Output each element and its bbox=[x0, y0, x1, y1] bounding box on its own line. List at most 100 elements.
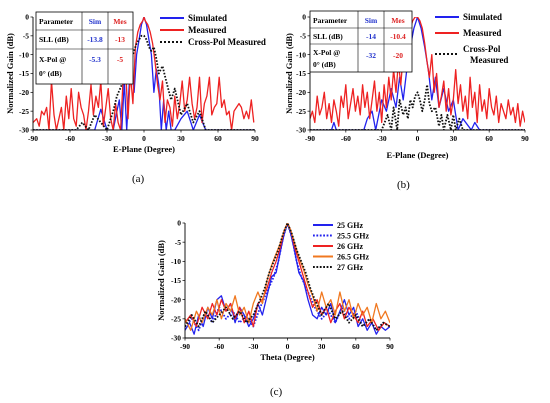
chart-b-legend: Simulated Measured Cross-Pol Measured bbox=[435, 12, 508, 65]
chart-b-table-row-xpol-label-line2: 0° (dB) bbox=[313, 60, 336, 69]
chart-c: -90 -60 -30 0 30 60 900-5-10-15-20-25-30Theta … bbox=[156, 219, 394, 398]
chart-a-y-axis-title: Normalized Gain (dB) bbox=[5, 33, 15, 114]
chart-c-x-tick-label: 60 bbox=[352, 342, 360, 351]
chart-b-x-tick-label: 0 bbox=[416, 134, 420, 143]
chart-a-y-tick-label: -10 bbox=[19, 50, 29, 59]
chart-a-x-tick-label: 90 bbox=[251, 134, 259, 143]
chart-b-x-tick-label: -60 bbox=[341, 134, 351, 143]
chart-c-y-tick-label: -10 bbox=[171, 257, 181, 266]
chart-a-y-tick-label: -5 bbox=[23, 31, 29, 40]
chart-b-series-measured bbox=[310, 17, 525, 127]
chart-a-legend-label-measured: Measured bbox=[188, 25, 226, 35]
chart-b-legend-label-crosspol: Cross-Pol Measured bbox=[463, 44, 508, 65]
chart-a-table-row-sll-mes: -13 bbox=[115, 35, 125, 44]
chart-a-x-tick-label: -90 bbox=[28, 134, 38, 143]
chart-b-table-header-mes: Mes bbox=[391, 16, 404, 25]
chart-c-x-axis-title: Theta (Degree) bbox=[260, 352, 315, 362]
chart-a-y-tick-label: -30 bbox=[19, 126, 29, 135]
chart-c-legend-label-26-ghz: 26 GHz bbox=[337, 242, 363, 251]
chart-b-y-tick-label: -5 bbox=[300, 31, 306, 40]
chart-a-table-frame bbox=[35, 11, 134, 85]
chart-a-table-row-xpol-mes: -5 bbox=[117, 55, 123, 64]
chart-b-x-axis-title: E-Plane (Degree) bbox=[387, 150, 449, 160]
chart-c-x-tick-label: -30 bbox=[248, 342, 258, 351]
chart-b-table-row-xpol-mes: -20 bbox=[393, 51, 403, 60]
chart-a-panel-label: (a) bbox=[132, 173, 145, 185]
chart-c-panel-label: (c) bbox=[270, 386, 283, 398]
chart-b-y-axis-title: Normalized Gain (dB) bbox=[284, 33, 294, 114]
chart-b-panel-label: (b) bbox=[397, 179, 410, 191]
chart-b-x-tick-label: 90 bbox=[521, 134, 529, 143]
chart-b-table-row-xpol-label: X-Pol @ bbox=[313, 48, 340, 57]
chart-a-legend-label-crosspol: Cross-Pol Measured bbox=[188, 37, 266, 47]
chart-a-table: Parameter Sim Mes SLL (dB) -13.8 -13 X-P… bbox=[35, 11, 134, 85]
chart-a-series bbox=[33, 17, 255, 130]
chart-b-y-tick-label: -30 bbox=[296, 126, 306, 135]
chart-c-y-tick-label: -25 bbox=[171, 314, 181, 323]
chart-b-table-frame bbox=[309, 10, 413, 73]
chart-a-table-header-parameter: Parameter bbox=[39, 17, 74, 26]
chart-b-legend-label-measured: Measured bbox=[463, 28, 501, 38]
chart-c-y-tick-label: -30 bbox=[171, 334, 181, 343]
chart-b-y-tick-label: -25 bbox=[296, 107, 306, 116]
chart-b-y-tick-label: -15 bbox=[296, 69, 306, 78]
chart-a-x-axis-title: E-Plane (Degree) bbox=[113, 144, 175, 154]
chart-c-x-tick-label: -90 bbox=[180, 342, 190, 351]
chart-a-x-tick-label: -60 bbox=[65, 134, 75, 143]
chart-a-series-cross-pol-measured bbox=[33, 34, 255, 130]
chart-b-legend-label-crosspol-line2: Measured bbox=[470, 55, 508, 65]
chart-a-table-header-mes: Mes bbox=[113, 17, 126, 26]
chart-b: -90 -60 -30 0 30 60 900-5-10-15-20-25-30E-Plan… bbox=[284, 10, 529, 191]
chart-b-series-cross-pol-measured bbox=[310, 83, 525, 130]
chart-a-table-row-xpol-sim: -5.3 bbox=[89, 55, 101, 64]
chart-a-series-measured bbox=[33, 17, 255, 130]
chart-c-legend-label-26-5-ghz: 26.5 GHz bbox=[337, 253, 369, 262]
chart-c-x-tick-label: 30 bbox=[318, 342, 326, 351]
chart-a-legend: Simulated Measured Cross-Pol Measured bbox=[160, 13, 266, 47]
chart-c-legend-label-25-ghz: 25 GHz bbox=[337, 221, 363, 230]
chart-b-x-tick-label: 60 bbox=[485, 134, 493, 143]
chart-c-series bbox=[185, 223, 390, 335]
chart-b-legend-label-crosspol-line1: Cross-Pol bbox=[463, 44, 501, 54]
chart-b-series bbox=[310, 17, 525, 130]
chart-a-x-tick-label: 60 bbox=[214, 134, 222, 143]
chart-b-table-header-parameter: Parameter bbox=[313, 16, 348, 25]
chart-a-y-tick-label: -25 bbox=[19, 107, 29, 116]
chart-a-plot-area: -90 -60 -30 0 30 60 900-5-10-15-20-25-30E-Plan… bbox=[5, 13, 259, 154]
chart-a: -90 -60 -30 0 30 60 900-5-10-15-20-25-30E-Plan… bbox=[5, 11, 266, 185]
chart-c-y-tick-label: -15 bbox=[171, 276, 181, 285]
chart-b-x-tick-label: -90 bbox=[305, 134, 315, 143]
chart-a-x-tick-label: -30 bbox=[102, 134, 112, 143]
chart-a-table-header-sim: Sim bbox=[89, 17, 102, 26]
chart-b-x-tick-label: 30 bbox=[450, 134, 458, 143]
chart-a-table-row-xpol-label: X-Pol @ bbox=[39, 55, 66, 64]
chart-c-plot-area: -90 -60 -30 0 30 60 900-5-10-15-20-25-30Theta … bbox=[156, 219, 394, 362]
chart-b-table-row-sll-sim: -14 bbox=[366, 32, 376, 41]
chart-b-table-row-sll-mes: -10.4 bbox=[390, 32, 406, 41]
chart-c-series-27-ghz bbox=[185, 223, 390, 332]
chart-a-table-row-xpol-label-line2: 0° (dB) bbox=[39, 69, 62, 78]
chart-a-x-tick-label: 0 bbox=[142, 134, 146, 143]
chart-c-legend-label-27-ghz: 27 GHz bbox=[337, 263, 363, 272]
chart-c-x-tick-label: -60 bbox=[214, 342, 224, 351]
chart-a-table-row-sll-label: SLL (dB) bbox=[39, 35, 69, 44]
chart-a-legend-label-simulated: Simulated bbox=[188, 13, 227, 23]
chart-b-table-row-xpol-sim: -32 bbox=[366, 51, 376, 60]
chart-b-table-row-sll-label: SLL (dB) bbox=[313, 32, 343, 41]
chart-b-y-tick-label: -20 bbox=[296, 88, 306, 97]
chart-a-x-tick-label: 30 bbox=[177, 134, 185, 143]
chart-a-y-tick-label: 0 bbox=[25, 13, 29, 22]
chart-a-y-tick-label: -15 bbox=[19, 69, 29, 78]
chart-c-x-tick-label: 0 bbox=[286, 342, 290, 351]
chart-b-legend-label-simulated: Simulated bbox=[463, 12, 502, 22]
chart-b-y-tick-label: 0 bbox=[302, 13, 306, 22]
chart-b-x-tick-label: -30 bbox=[377, 134, 387, 143]
chart-c-y-tick-label: -20 bbox=[171, 295, 181, 304]
chart-b-plot-area: -90 -60 -30 0 30 60 900-5-10-15-20-25-30E-Plan… bbox=[284, 13, 529, 160]
chart-b-table: Parameter Sim Mes SLL (dB) -14 -10.4 X-P… bbox=[309, 10, 413, 73]
chart-c-y-tick-label: 0 bbox=[177, 219, 181, 228]
chart-b-y-tick-label: -10 bbox=[296, 50, 306, 59]
chart-c-legend-label-25-5-ghz: 25.5 GHz bbox=[337, 232, 369, 241]
